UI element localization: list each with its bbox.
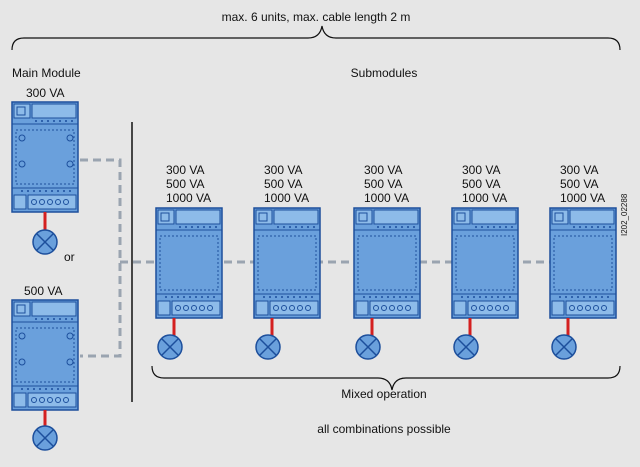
or-label: or [64, 250, 75, 264]
submodule-5 [549, 207, 617, 319]
bottom-brace [151, 365, 621, 391]
main-module-heading: Main Module [12, 66, 81, 80]
mixed-operation-label: Mixed operation [341, 387, 427, 401]
lamp-icon [32, 229, 58, 255]
lamp-icon [453, 334, 479, 360]
main-module-rating-a: 300 VA [26, 86, 65, 100]
rating: 500 VA [166, 177, 205, 191]
rating: 300 VA [166, 163, 205, 177]
rating: 1000 VA [560, 191, 606, 205]
rating: 300 VA [364, 163, 403, 177]
combinations-label: all combinations possible [317, 422, 451, 436]
main-module-500 [11, 299, 79, 411]
submodule-ratings: 300 VA 500 VA 1000 VA [264, 163, 309, 205]
lamp-icon [551, 334, 577, 360]
rating: 300 VA [560, 163, 599, 177]
submodule-3 [353, 207, 421, 319]
submodule-1 [155, 207, 223, 319]
rating: 1000 VA [166, 191, 212, 205]
rating: 300 VA [264, 163, 303, 177]
top-brace [11, 25, 621, 51]
main-module-300 [11, 101, 79, 213]
title: max. 6 units, max. cable length 2 m [221, 10, 411, 24]
lamp-icon [355, 334, 381, 360]
rating: 300 VA [462, 163, 501, 177]
lamp-icon [157, 334, 183, 360]
submodules-heading: Submodules [350, 66, 418, 80]
rating: 1000 VA [364, 191, 410, 205]
rating: 1000 VA [264, 191, 310, 205]
figure-id: I202_02288 [620, 193, 629, 236]
rating: 1000 VA [462, 191, 508, 205]
submodule-ratings: 300 VA 500 VA 1000 VA [462, 163, 507, 205]
rating: 500 VA [560, 177, 599, 191]
main-module-rating-b: 500 VA [24, 284, 63, 298]
lamp-icon [32, 425, 58, 451]
submodule-4 [451, 207, 519, 319]
submodule-ratings: 300 VA 500 VA 1000 VA [166, 163, 211, 205]
rating: 500 VA [264, 177, 303, 191]
submodule-ratings: 300 VA 500 VA 1000 VA [364, 163, 409, 205]
rating: 500 VA [462, 177, 501, 191]
lamp-icon [255, 334, 281, 360]
submodule-2 [253, 207, 321, 319]
rating: 500 VA [364, 177, 403, 191]
submodule-ratings: 300 VA 500 VA 1000 VA [560, 163, 605, 205]
